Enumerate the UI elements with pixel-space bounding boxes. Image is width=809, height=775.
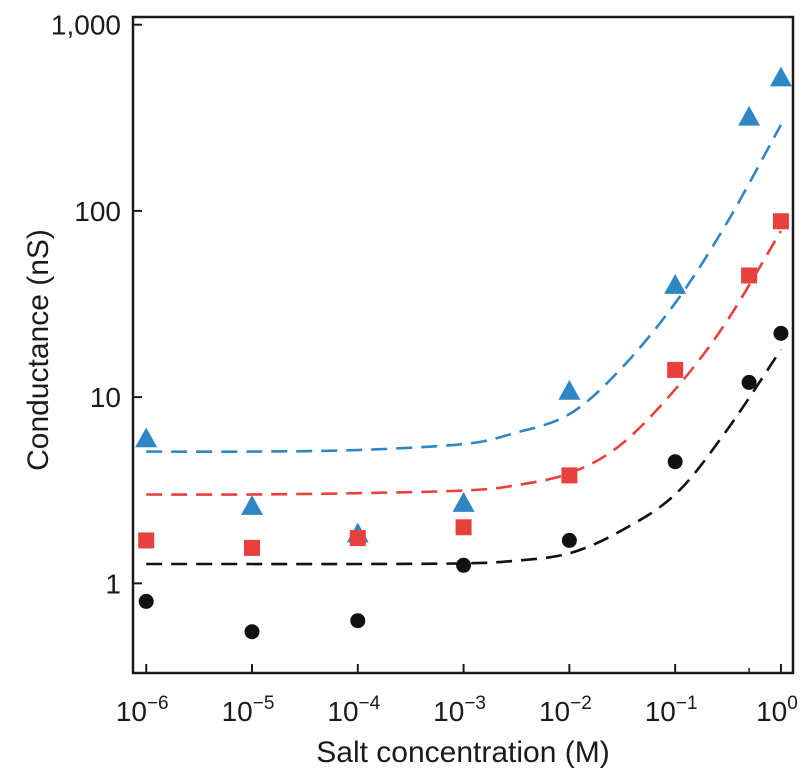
x-tick-label-base: 10 (756, 696, 787, 727)
x-tick-label: 100 (756, 693, 798, 727)
x-tick-label: 10−3 (433, 693, 486, 727)
circle-marker (773, 325, 789, 341)
triangle-marker (135, 427, 158, 448)
fit-curve (146, 124, 783, 453)
x-tick-label-exponent: −4 (359, 693, 381, 714)
circle-marker (741, 374, 757, 390)
y-tick-label: 10 (90, 382, 121, 413)
y-axis-title: Conductance (nS) (22, 229, 55, 471)
x-tick-label-base: 10 (645, 696, 676, 727)
plot-frame (131, 15, 795, 675)
x-tick-label-base: 10 (222, 696, 253, 727)
triangle-marker (738, 105, 761, 126)
fit-curve (146, 348, 783, 566)
y-tick-label: 1 (105, 568, 121, 599)
square-marker (455, 519, 472, 536)
x-tick-label-exponent: −3 (464, 693, 486, 714)
triangle-marker (769, 66, 792, 87)
circle-marker (667, 454, 683, 470)
triangle-marker (452, 492, 475, 512)
triangle-marker (241, 495, 264, 515)
x-tick-label: 10−5 (222, 693, 275, 727)
square-marker (138, 532, 155, 549)
square-marker (349, 530, 366, 547)
circle-marker (456, 557, 472, 573)
x-tick-label-exponent: −5 (253, 693, 275, 714)
x-tick-label: 10−2 (539, 693, 592, 727)
x-tick-label: 10−4 (327, 693, 380, 727)
circle-marker (244, 624, 260, 640)
x-axis-title: Salt concentration (M) (316, 736, 609, 769)
square-marker (741, 267, 758, 284)
x-tick-label-exponent: −2 (570, 693, 592, 714)
triangle-marker (558, 379, 581, 400)
y-tick-label: 100 (74, 196, 121, 227)
circle-marker (561, 532, 577, 548)
x-tick-label-base: 10 (539, 696, 570, 727)
y-tick-label: 1,000 (51, 10, 121, 41)
square-marker (561, 467, 578, 484)
circle-marker (138, 593, 154, 609)
x-tick-label-exponent: −6 (147, 693, 169, 714)
data-markers (135, 66, 792, 640)
square-marker (772, 213, 789, 230)
x-tick-label: 10−1 (645, 693, 698, 727)
fit-curve (146, 230, 783, 496)
axis-ticks (133, 23, 782, 673)
fit-curves (146, 124, 783, 566)
circle-marker (350, 613, 366, 629)
triangle-marker (664, 274, 687, 294)
x-tick-label-exponent: −1 (676, 693, 698, 714)
x-tick-label-base: 10 (433, 696, 464, 727)
x-tick-label: 10−6 (116, 693, 169, 727)
x-tick-label-base: 10 (116, 696, 147, 727)
x-tick-label-base: 10 (327, 696, 358, 727)
x-tick-label-exponent: 0 (787, 693, 798, 714)
square-marker (244, 539, 261, 556)
square-marker (667, 361, 684, 378)
